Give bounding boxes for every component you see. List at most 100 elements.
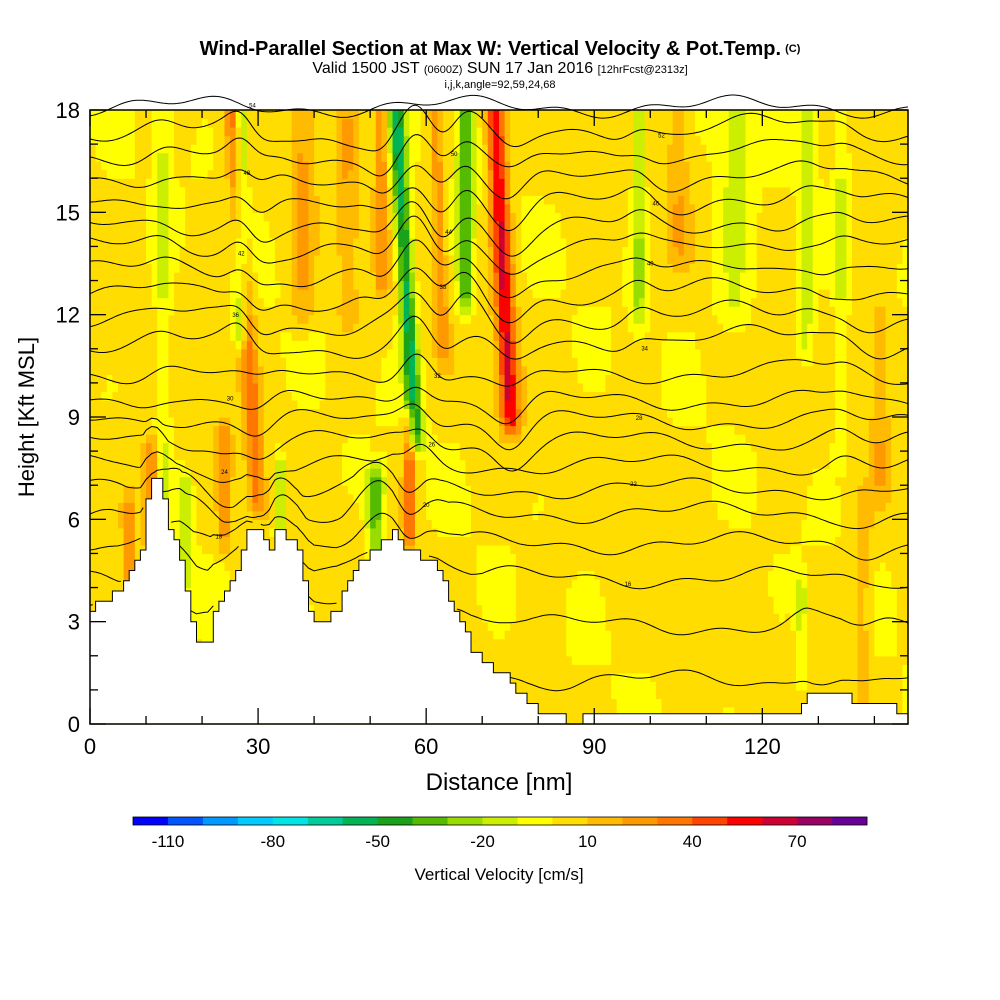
- velocity-cell: [392, 169, 399, 179]
- velocity-cell: [381, 331, 388, 341]
- velocity-cell: [179, 348, 186, 358]
- velocity-cell: [207, 613, 214, 623]
- velocity-cell: [202, 110, 209, 120]
- velocity-cell: [319, 468, 326, 478]
- velocity-cell: [241, 220, 248, 230]
- velocity-cell: [314, 220, 321, 230]
- velocity-cell: [252, 246, 259, 256]
- velocity-cell: [101, 374, 108, 384]
- velocity-cell: [146, 229, 153, 239]
- velocity-cell: [459, 485, 466, 495]
- velocity-cell: [454, 391, 461, 401]
- velocity-cell: [106, 527, 114, 537]
- velocity-cell: [157, 442, 164, 452]
- velocity-cell: [392, 237, 399, 248]
- velocity-cell: [319, 596, 326, 606]
- velocity-cell: [134, 382, 142, 393]
- velocity-cell: [291, 178, 298, 188]
- velocity-cell: [414, 246, 422, 256]
- velocity-cell: [224, 561, 231, 572]
- velocity-cell: [101, 476, 108, 486]
- velocity-cell: [347, 451, 354, 461]
- velocity-cell: [218, 118, 226, 128]
- velocity-cell: [302, 229, 310, 239]
- velocity-cell: [106, 587, 114, 597]
- velocity-cell: [336, 561, 343, 572]
- velocity-cell: [459, 561, 466, 572]
- velocity-cell: [286, 527, 293, 537]
- velocity-cell: [302, 348, 310, 358]
- velocity-cell: [274, 408, 282, 418]
- velocity-cell: [224, 127, 231, 137]
- velocity-cell: [437, 340, 444, 350]
- velocity-cell: [442, 459, 450, 469]
- velocity-cell: [336, 203, 343, 213]
- velocity-cell: [364, 357, 371, 367]
- velocity-cell: [146, 485, 153, 495]
- velocity-cell: [358, 272, 366, 282]
- velocity-cell: [274, 399, 282, 410]
- velocity-cell: [392, 374, 399, 384]
- velocity-cell: [291, 229, 298, 239]
- velocity-cell: [129, 135, 136, 145]
- velocity-cell: [370, 502, 377, 512]
- velocity-cell: [336, 408, 343, 418]
- velocity-cell: [302, 272, 310, 282]
- velocity-cell: [375, 161, 382, 171]
- velocity-cell: [230, 459, 237, 469]
- velocity-cell: [459, 178, 466, 188]
- velocity-cell: [437, 442, 444, 452]
- velocity-cell: [224, 374, 231, 384]
- velocity-cell: [459, 169, 466, 179]
- velocity-cell: [336, 161, 343, 171]
- velocity-cell: [386, 186, 394, 196]
- velocity-cell: [101, 519, 108, 529]
- velocity-cell: [414, 110, 422, 120]
- velocity-cell: [235, 425, 242, 435]
- velocity-cell: [347, 553, 354, 563]
- velocity-cell: [420, 229, 427, 239]
- velocity-cell: [342, 425, 349, 435]
- velocity-cell: [448, 493, 455, 503]
- velocity-cell: [302, 451, 310, 461]
- velocity-cell: [325, 365, 332, 375]
- velocity-cell: [230, 110, 237, 120]
- velocity-cell: [336, 544, 343, 555]
- velocity-cell: [185, 246, 192, 256]
- velocity-cell: [202, 220, 209, 230]
- velocity-cell: [190, 314, 198, 324]
- velocity-cell: [241, 178, 248, 188]
- velocity-cell: [129, 203, 136, 213]
- velocity-cell: [403, 229, 410, 239]
- velocity-cell: [235, 254, 242, 265]
- velocity-cell: [459, 203, 466, 213]
- velocity-cell: [420, 374, 427, 384]
- velocity-cell: [465, 297, 472, 307]
- velocity-cell: [426, 340, 433, 350]
- velocity-cell: [330, 510, 338, 520]
- velocity-cell: [95, 263, 102, 273]
- velocity-cell: [414, 306, 422, 316]
- velocity-cell: [470, 254, 478, 265]
- velocity-cell: [95, 408, 102, 418]
- velocity-cell: [235, 408, 242, 418]
- velocity-cell: [442, 382, 450, 393]
- velocity-cell: [398, 391, 405, 401]
- velocity-cell: [431, 144, 438, 154]
- velocity-cell: [235, 178, 242, 188]
- velocity-cell: [454, 272, 461, 282]
- velocity-cell: [274, 280, 282, 290]
- velocity-cell: [409, 502, 416, 512]
- velocity-cell: [112, 110, 119, 120]
- velocity-cell: [134, 195, 142, 205]
- velocity-cell: [190, 374, 198, 384]
- velocity-cell: [470, 306, 478, 316]
- velocity-cell: [196, 357, 203, 367]
- velocity-cell: [414, 476, 422, 486]
- velocity-cell: [437, 229, 444, 239]
- velocity-cell: [426, 544, 433, 555]
- velocity-cell: [409, 144, 416, 154]
- velocity-cell: [392, 323, 399, 333]
- velocity-cell: [140, 161, 147, 171]
- velocity-cell: [202, 246, 209, 256]
